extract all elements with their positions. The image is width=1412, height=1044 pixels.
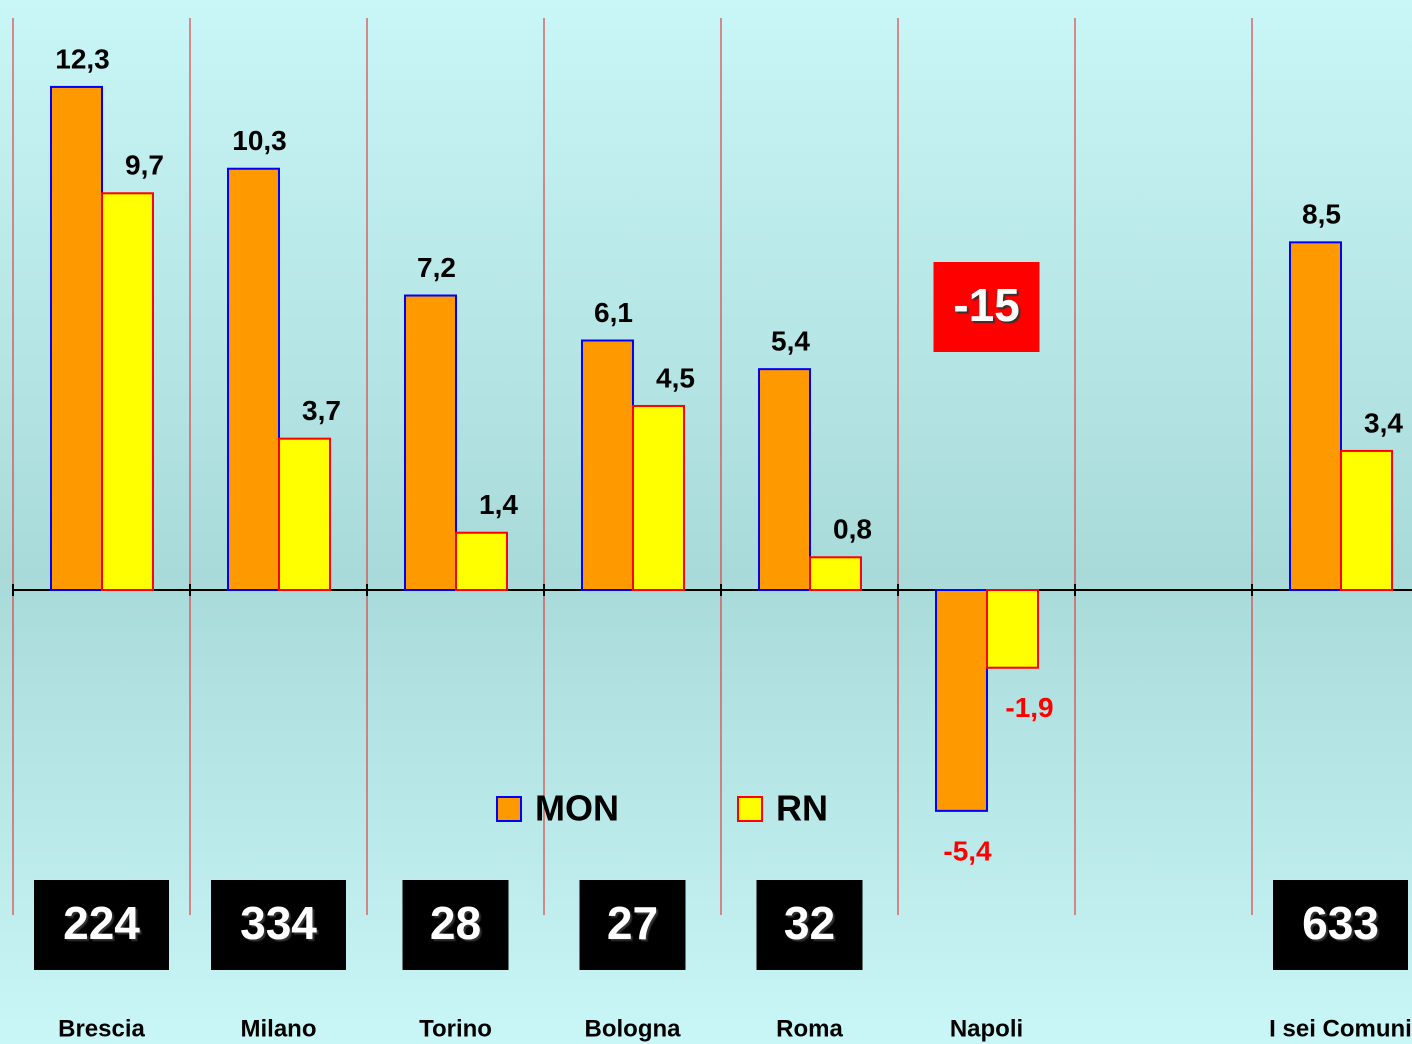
value-label: 5,4 <box>771 326 810 357</box>
value-label: -1,9 <box>1005 692 1053 723</box>
value-label: 8,5 <box>1302 199 1341 230</box>
value-label: 6,1 <box>594 297 633 328</box>
bar <box>227 167 280 591</box>
value-label: 10,3 <box>232 125 287 156</box>
total-box <box>402 880 509 970</box>
bar <box>809 556 862 592</box>
x-tick-label: Brescia <box>58 1015 145 1042</box>
bar <box>50 85 103 592</box>
value-label: 9,7 <box>125 150 164 181</box>
bar <box>986 589 1039 669</box>
value-label: 1,4 <box>479 489 518 520</box>
bar <box>758 368 811 592</box>
value-label: 3,4 <box>1364 407 1403 438</box>
x-tick-label: Milano <box>241 1015 317 1042</box>
legend-swatch <box>737 796 763 822</box>
bar <box>935 589 988 812</box>
bar <box>101 192 154 592</box>
bar <box>581 339 634 592</box>
total-label: 28 <box>430 897 481 949</box>
x-tick-label: Torino <box>419 1015 492 1042</box>
x-tick-label: Napoli <box>950 1015 1023 1042</box>
bar <box>1340 449 1393 591</box>
value-label: 12,3 <box>55 43 110 74</box>
total-label: 224 <box>63 897 140 949</box>
value-label: 4,5 <box>656 362 695 393</box>
value-label: 7,2 <box>417 252 456 283</box>
total-label: -15 <box>953 279 1019 331</box>
x-tick-label: I sei Comuni <box>1269 1015 1412 1042</box>
bar <box>278 437 331 592</box>
value-label: 3,7 <box>302 395 341 426</box>
total-box <box>579 880 686 970</box>
total-box <box>933 262 1040 352</box>
x-tick-label: Roma <box>776 1015 843 1042</box>
legend-swatch <box>496 796 522 822</box>
bar <box>404 294 457 591</box>
total-box <box>34 880 169 970</box>
value-label: 0,8 <box>833 514 872 545</box>
x-tick-label: Bologna <box>585 1015 682 1042</box>
total-label: 334 <box>240 897 317 949</box>
total-box <box>756 880 863 970</box>
legend-label: MON <box>535 788 619 829</box>
total-box <box>1273 880 1408 970</box>
total-label: 633 <box>1302 897 1379 949</box>
bar <box>1289 241 1342 591</box>
bar <box>632 404 685 592</box>
legend-label: RN <box>776 788 828 829</box>
value-label: -5,4 <box>943 835 992 866</box>
total-box <box>211 880 346 970</box>
total-label: 27 <box>607 897 658 949</box>
total-label: 32 <box>784 897 835 949</box>
bar <box>455 531 508 591</box>
